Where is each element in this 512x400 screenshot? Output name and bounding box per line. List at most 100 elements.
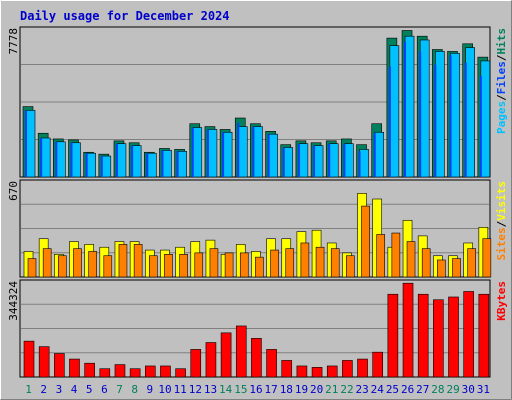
bar-kbytes [357, 358, 368, 378]
bar-pages [222, 131, 233, 178]
bar-files [388, 66, 391, 177]
bar-kbytes [23, 340, 35, 378]
bar-pages [450, 53, 460, 178]
bar-pages [480, 60, 491, 178]
bar-pages [435, 51, 445, 178]
bar-files [267, 134, 270, 177]
bar-pages [359, 149, 369, 178]
bar-sites [361, 205, 370, 278]
bar-pages [25, 110, 36, 178]
legend: Sites/Visits [495, 181, 508, 261]
bar-pages [419, 39, 430, 178]
bar-kbytes [235, 325, 247, 378]
bar-pages [389, 45, 400, 178]
bar-kbytes [372, 351, 384, 378]
bar-kbytes [144, 365, 156, 378]
legend-entry-hits: Hits [495, 28, 508, 55]
bar-pages [56, 141, 66, 178]
bar-pages [404, 35, 415, 178]
bar-pages [298, 143, 309, 178]
bar-kbytes [296, 365, 308, 378]
bar-sites [330, 248, 340, 278]
bar-kbytes [99, 368, 111, 378]
bar-files [222, 132, 225, 177]
bar-files [282, 147, 285, 177]
bar-files [434, 64, 437, 177]
x-tick-label: 12 [189, 383, 202, 396]
x-tick-label: 20 [310, 383, 323, 396]
x-tick-label: 4 [71, 383, 78, 396]
x-tick-label: 18 [280, 383, 293, 396]
bar-pages [268, 133, 278, 178]
bar-kbytes [417, 293, 429, 378]
bar-files [404, 41, 407, 177]
legend-separator: / [495, 94, 508, 101]
bar-sites [42, 248, 52, 278]
x-tick-label: 26 [401, 383, 414, 396]
bar-sites [270, 249, 279, 278]
bar-files [373, 133, 376, 177]
bar-kbytes [478, 293, 490, 378]
bar-kbytes [190, 349, 202, 378]
bar-pages [192, 127, 203, 178]
bar-kbytes [342, 360, 353, 378]
x-tick-label: 3 [56, 383, 63, 396]
x-tick-label: 22 [340, 383, 353, 396]
bar-sites [88, 251, 97, 278]
bar-sites [73, 248, 82, 278]
bar-pages [237, 126, 248, 178]
bar-sites [346, 255, 355, 278]
bar-pages [116, 143, 127, 178]
bar-sites [315, 246, 325, 278]
x-tick-label: 14 [219, 383, 233, 396]
bar-kbytes [205, 342, 217, 378]
bar-files [40, 137, 43, 177]
bar-files [191, 127, 194, 177]
bar-kbytes [463, 291, 474, 378]
bar-sites [118, 244, 128, 278]
bar-sites [376, 234, 386, 278]
legend-entry-sites: Sites [495, 227, 508, 260]
bar-files [237, 122, 240, 177]
bar-sites [255, 256, 264, 278]
bar-pages [374, 131, 385, 178]
x-tick-label: 17 [265, 383, 278, 396]
bar-sites [467, 248, 476, 278]
bar-pages [86, 152, 96, 178]
bar-pages [328, 143, 339, 178]
bar-pages [253, 126, 263, 178]
bar-sites [391, 232, 401, 278]
bar-sites [421, 248, 431, 278]
bar-sites [179, 254, 188, 278]
bar-files [85, 153, 88, 177]
bar-kbytes [266, 349, 277, 378]
x-tick-label: 30 [462, 383, 475, 396]
x-tick-label: 13 [204, 383, 217, 396]
bar-kbytes [220, 332, 232, 378]
bar-sites [239, 252, 249, 278]
x-tick-label: 9 [147, 383, 154, 396]
bar-sites [27, 258, 37, 278]
bar-pages [283, 147, 294, 178]
bar-sites [482, 238, 492, 278]
bar-pages [177, 151, 187, 178]
bar-kbytes [387, 293, 399, 378]
legend-entry-kbytes: KBytes [495, 281, 508, 321]
bar-kbytes [38, 346, 50, 378]
x-tick-label: 10 [158, 383, 171, 396]
bar-kbytes [175, 368, 186, 378]
bar-sites [300, 242, 310, 278]
chart-title: Daily usage for December 2024 [20, 9, 230, 23]
bar-kbytes [69, 358, 80, 378]
legend: KBytes [495, 281, 508, 321]
x-tick-label: 6 [101, 383, 108, 396]
bar-pages [344, 143, 354, 178]
bar-pages [162, 150, 172, 178]
bar-kbytes [251, 338, 262, 378]
legend-entry-visits: Visits [495, 181, 508, 221]
bar-kbytes [402, 282, 414, 378]
bar-files [161, 150, 164, 177]
x-tick-label: 1 [25, 383, 32, 396]
bar-kbytes [54, 353, 65, 378]
